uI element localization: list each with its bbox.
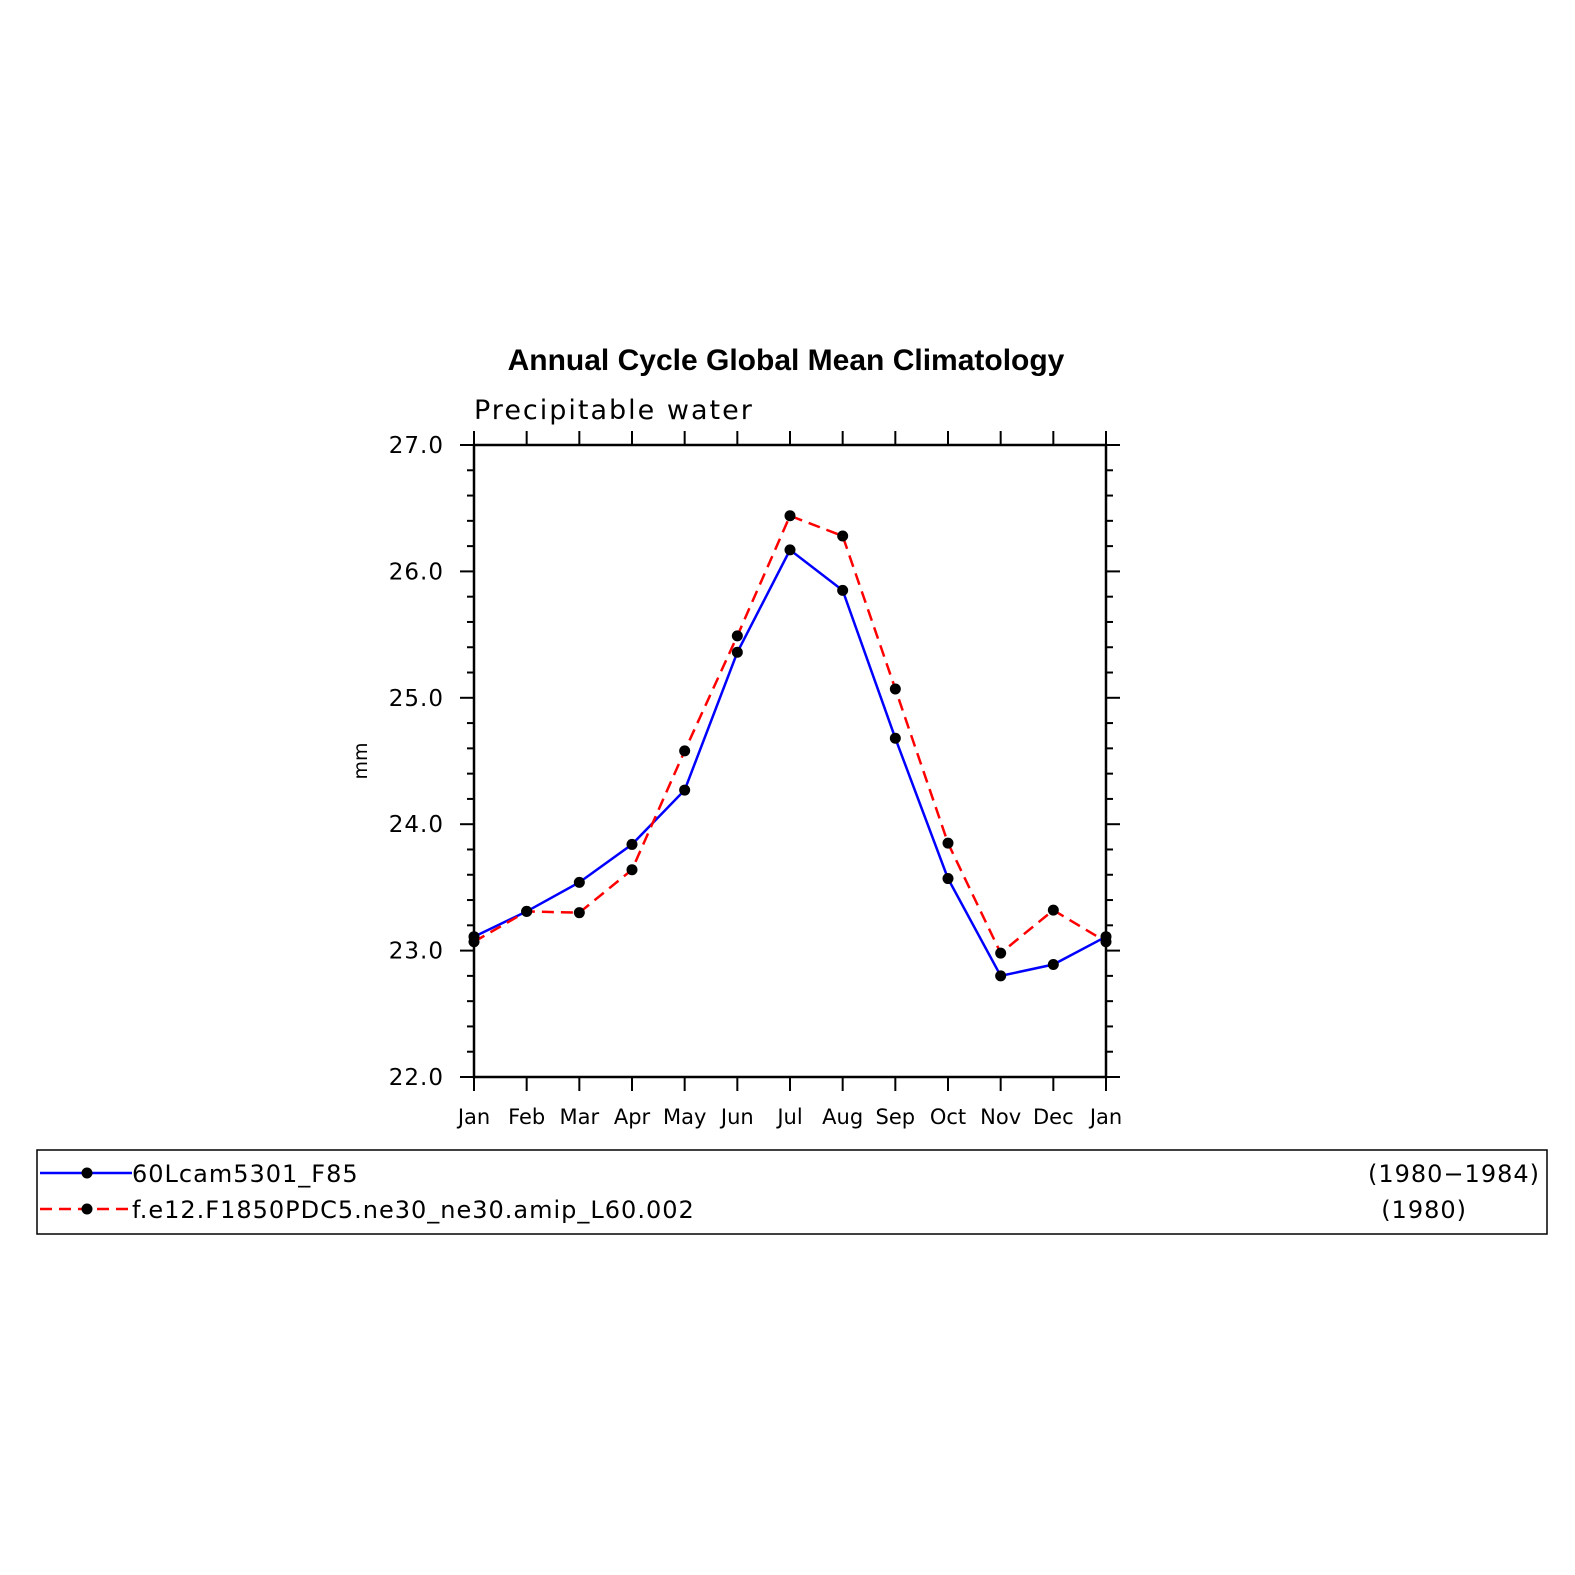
- data-point-series-2: [573, 907, 585, 919]
- x-tick-label: Jul: [775, 1105, 802, 1129]
- data-point-series-1: [626, 838, 638, 850]
- data-point-series-2: [626, 864, 638, 876]
- data-point-series-2: [942, 837, 954, 849]
- x-tick-label: May: [663, 1105, 706, 1129]
- plot-frame: [472, 443, 1108, 1079]
- data-point-series-1: [942, 873, 954, 885]
- x-tick-label: Dec: [1033, 1105, 1074, 1129]
- chart-subtitle: Precipitable water: [474, 395, 754, 426]
- data-point-series-1: [837, 584, 849, 596]
- data-point-series-1: [573, 876, 585, 888]
- legend: 60Lcam5301_F85 (1980−1984) f.e12.F1850PDC5…: [36, 1149, 1548, 1235]
- axis-ticks: [460, 431, 1120, 1091]
- x-tick-label: Jun: [719, 1105, 754, 1129]
- y-tick-label: 23.0: [389, 939, 444, 965]
- data-point-series-2: [679, 745, 691, 757]
- legend-period-1: (1980−1984): [1368, 1160, 1540, 1188]
- x-tick-label: Nov: [980, 1105, 1021, 1129]
- x-tick-label: Aug: [822, 1105, 863, 1129]
- legend-box: [36, 1149, 1548, 1235]
- x-tick-labels: Jan Feb Mar Apr May Jun Jul Aug Sep Oct Nov Dec Jan: [456, 1105, 1122, 1129]
- x-tick-label: Oct: [930, 1105, 966, 1129]
- data-point-series-1: [731, 646, 743, 658]
- series-layer: [468, 510, 1112, 982]
- data-point-series-2: [521, 905, 533, 917]
- chart-title: Annual Cycle Global Mean Climatology: [508, 344, 1065, 377]
- legend-label-1: 60Lcam5301_F85: [132, 1160, 359, 1188]
- data-point-series-1: [784, 544, 796, 556]
- data-point-series-1: [889, 732, 901, 744]
- data-point-series-1: [679, 784, 691, 796]
- data-point-series-2: [995, 947, 1007, 959]
- data-point-series-2: [1047, 904, 1059, 916]
- data-point-series-2: [731, 630, 743, 642]
- legend-marker-1: [81, 1167, 93, 1179]
- y-tick-label: 26.0: [389, 559, 444, 585]
- legend-marker-2: [81, 1203, 93, 1215]
- x-tick-label: Jan: [1088, 1105, 1122, 1129]
- y-tick-label: 27.0: [389, 433, 444, 459]
- x-tick-label: Sep: [876, 1105, 916, 1129]
- x-tick-label: Feb: [508, 1105, 545, 1129]
- x-tick-label: Mar: [560, 1105, 600, 1129]
- y-tick-labels: 22.0 23.0 24.0 25.0 26.0 27.0: [389, 433, 444, 1091]
- data-point-series-2: [784, 510, 796, 522]
- legend-label-2: f.e12.F1850PDC5.ne30_ne30.amip_L60.002: [132, 1196, 695, 1224]
- data-point-series-1: [995, 970, 1007, 982]
- y-tick-label: 25.0: [389, 686, 444, 712]
- data-point-series-2: [837, 530, 849, 542]
- y-tick-label: 22.0: [389, 1065, 444, 1091]
- y-tick-label: 24.0: [389, 812, 444, 838]
- data-point-series-2: [889, 683, 901, 695]
- legend-period-2: (1980): [1381, 1196, 1467, 1224]
- x-tick-label: Jan: [456, 1105, 490, 1129]
- x-tick-label: Apr: [614, 1105, 651, 1129]
- y-axis-label: mm: [350, 742, 372, 779]
- data-point-series-1: [1047, 959, 1059, 971]
